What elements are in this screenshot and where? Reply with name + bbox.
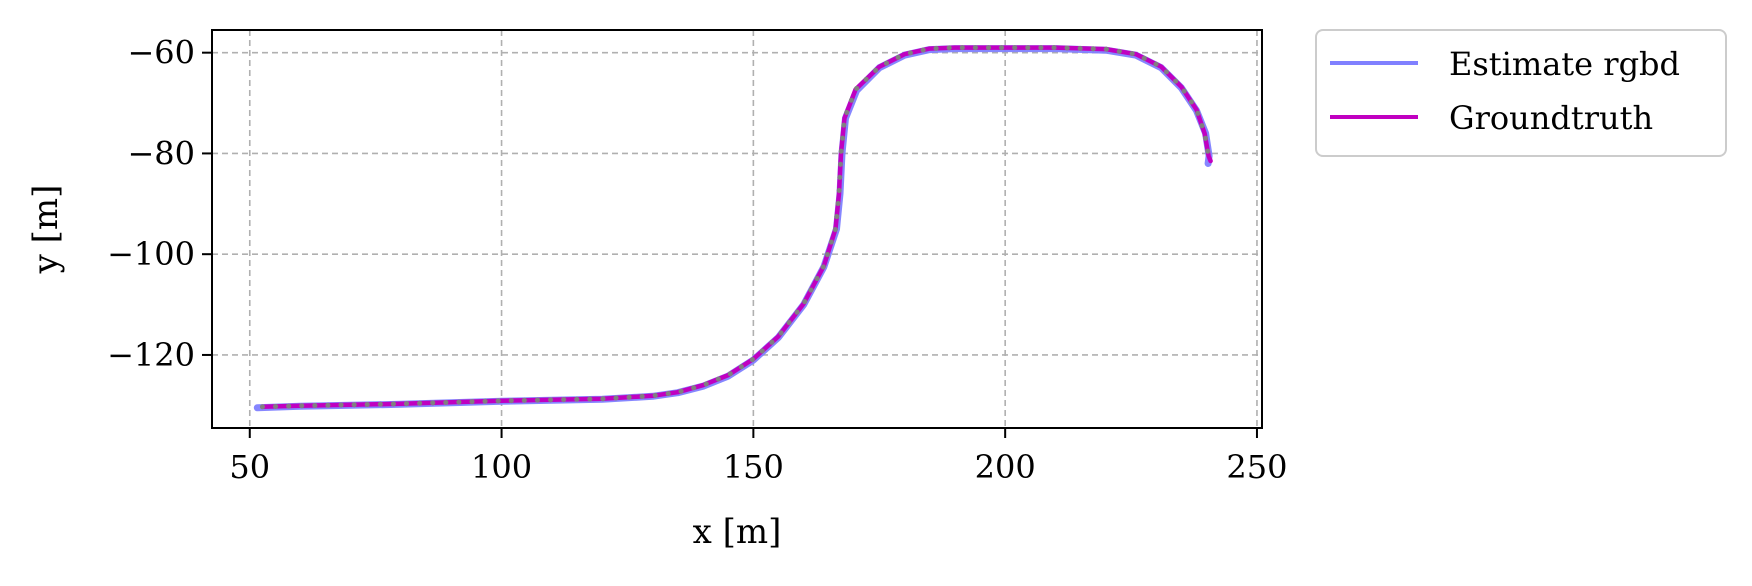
x-tick-label: 150 [723,448,784,486]
y-tick-label: −100 [107,235,195,273]
y-tick-label: −120 [107,336,195,374]
y-axis-label: y [m] [26,185,66,275]
legend-box [1315,29,1727,157]
y-tick-label: −60 [127,34,195,72]
x-tick-label: 200 [975,448,1036,486]
legend-label-estimate: Estimate rgbd [1449,45,1680,83]
series-line-estimate-rgbd [253,45,1213,412]
plot-frame [211,29,1263,429]
legend-label-groundtruth: Groundtruth [1449,99,1653,137]
y-axis-ticks: −60 −80 −100 −120 [107,34,212,374]
x-tick-label: 250 [1226,448,1287,486]
y-tick-label: −80 [127,134,195,172]
x-axis-ticks: 50 100 150 200 250 [229,428,1288,486]
x-tick-label: 50 [229,448,270,486]
series-layer [253,45,1214,412]
series-line-reference-dotted [259,45,1214,410]
legend: Estimate rgbd Groundtruth [1315,29,1727,157]
x-tick-label: 100 [471,448,532,486]
x-axis-label: x [m] [693,512,782,552]
series-line-groundtruth [260,45,1213,410]
